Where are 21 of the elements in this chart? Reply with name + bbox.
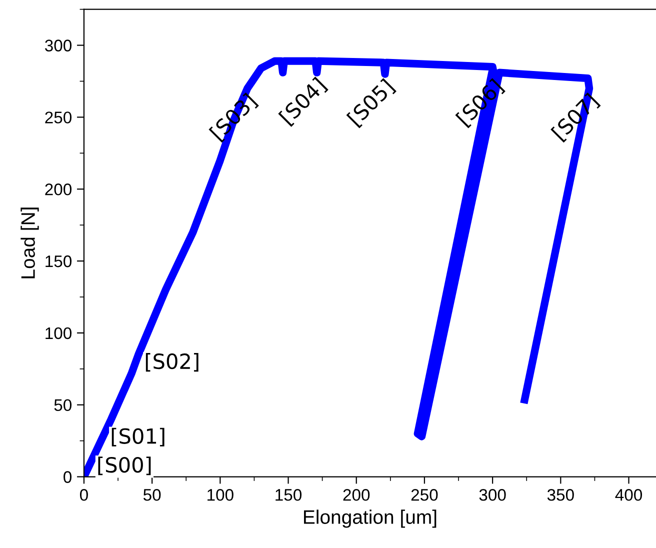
x-tick-label: 400 (615, 489, 642, 501)
x-axis-title: Elongation [um] (304, 510, 436, 528)
x-tick-label: 200 (343, 489, 370, 501)
y-axis-title: Load [N] (20, 208, 39, 278)
x-tick-label: 150 (276, 489, 302, 501)
x-tick-label: 350 (547, 489, 574, 501)
y-tick-label: 250 (45, 112, 72, 124)
y-tick-label: 0 (64, 471, 72, 483)
x-tick-label: 100 (208, 489, 234, 501)
x-tick-label: 0 (80, 489, 88, 501)
y-tick-label: 200 (45, 184, 72, 196)
annotation: [S01] (112, 428, 164, 446)
y-tick-label: 150 (46, 255, 72, 268)
y-tick-label: 100 (46, 327, 72, 340)
x-tick-label: 50 (143, 489, 161, 501)
y-tick-label: 50 (54, 399, 72, 412)
annotation: [S00] (98, 456, 151, 476)
x-tick-label: 300 (479, 489, 506, 501)
annotation: [S02] (146, 353, 198, 372)
x-tick-label: 250 (411, 489, 438, 501)
y-tick-label: 300 (44, 40, 72, 52)
